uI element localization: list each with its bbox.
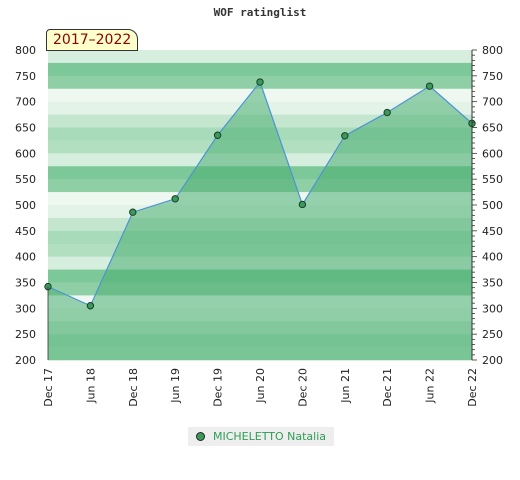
y-tick-label-left: 550 (15, 173, 36, 186)
x-tick-label: Jun 21 (339, 368, 352, 404)
y-tick-label-left: 700 (15, 96, 36, 109)
data-point (171, 195, 179, 203)
y-tick-label-right: 750 (482, 70, 503, 83)
y-tick-label-left: 450 (15, 225, 36, 238)
x-tick-label: Jun 22 (424, 368, 437, 404)
chart-title: WOF ratinglist (213, 6, 307, 19)
x-tick-label: Dec 22 (466, 368, 479, 407)
x-tick-label: Dec 19 (212, 368, 225, 407)
y-tick-label-right: 450 (482, 225, 503, 238)
data-point (298, 200, 307, 209)
y-tick-label-right: 500 (482, 199, 503, 212)
x-tick-label: Jun 19 (169, 368, 182, 404)
data-point (425, 82, 434, 90)
y-tick-label-right: 350 (482, 277, 503, 290)
x-tick-label: Dec 18 (127, 368, 140, 407)
y-tick-label-left: 400 (15, 251, 36, 264)
x-tick-label: Jun 20 (254, 368, 267, 404)
y-tick-label-right: 200 (482, 354, 503, 367)
y-tick-label-left: 750 (15, 70, 36, 83)
period-badge: 2017–2022 (46, 29, 139, 51)
x-tick-label: Jun 18 (84, 368, 97, 404)
data-point (86, 302, 95, 310)
y-tick-label-right: 550 (482, 173, 503, 186)
y-tick-label-left: 800 (15, 44, 36, 57)
y-tick-label-left: 300 (15, 302, 36, 315)
data-point (383, 108, 391, 117)
y-tick-label-left: 250 (15, 328, 36, 341)
y-tick-label-right: 600 (482, 147, 503, 160)
data-point (341, 132, 349, 140)
y-tick-label-right: 700 (482, 96, 503, 109)
y-tick-label-left: 500 (15, 199, 36, 212)
data-point (256, 78, 264, 86)
x-tick-label: Dec 20 (296, 368, 309, 407)
legend-marker-icon (196, 432, 205, 441)
legend-series-label: MICHELETTO Natalia (213, 430, 326, 443)
data-point (213, 131, 222, 139)
y-tick-label-right: 650 (482, 122, 503, 135)
y-tick-label-left: 600 (15, 147, 36, 160)
background-band (48, 62, 472, 77)
y-tick-label-right: 800 (482, 44, 503, 57)
legend: MICHELETTO Natalia (188, 427, 334, 446)
x-tick-label: Dec 17 (42, 368, 55, 407)
x-tick-label: Dec 21 (381, 368, 394, 407)
background-band (48, 50, 472, 64)
area-fill (48, 82, 472, 361)
y-tick-label-right: 300 (482, 302, 503, 315)
y-tick-label-left: 350 (15, 277, 36, 290)
y-tick-label-right: 400 (482, 251, 503, 264)
y-tick-label-left: 650 (15, 122, 36, 135)
y-tick-label-right: 250 (482, 328, 503, 341)
data-point (129, 208, 137, 216)
y-tick-label-left: 200 (15, 354, 36, 367)
